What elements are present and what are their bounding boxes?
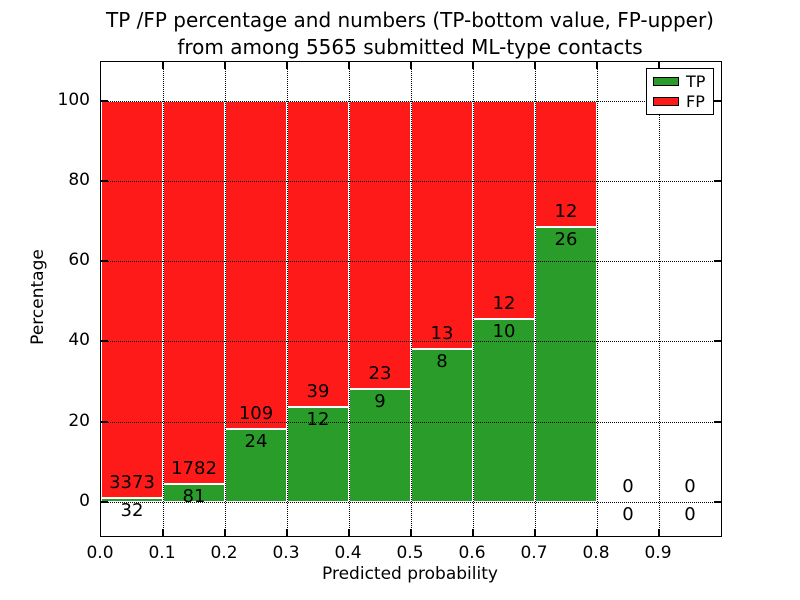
bar-label-fp: 13 (430, 322, 454, 344)
y-tick-mark (714, 500, 721, 503)
gridline-vertical (224, 62, 226, 536)
y-tick-label: 0 (79, 490, 90, 511)
bar-label-fp: 0 (622, 475, 634, 497)
gridline-vertical (348, 62, 350, 536)
x-tick-mark (224, 529, 226, 536)
y-tick-label: 100 (57, 89, 90, 110)
x-tick-mark (162, 62, 164, 69)
gridline-vertical (286, 62, 288, 536)
y-tick-mark (101, 340, 108, 343)
x-tick-mark (534, 62, 536, 69)
x-tick-label: 0.9 (644, 543, 672, 563)
x-tick-label: 0.5 (396, 543, 424, 563)
x-tick-label: 0.1 (148, 543, 176, 563)
y-tick-label: 80 (68, 169, 90, 190)
x-tick-label: 0.4 (334, 543, 362, 563)
x-tick-mark (286, 529, 288, 536)
chart-title-line2: from among 5565 submitted ML-type contac… (177, 35, 643, 59)
bar-label-tp: 24 (244, 431, 268, 453)
bar-segment-fp (287, 100, 349, 408)
bar-label-tp: 9 (374, 391, 386, 412)
x-tick-mark (410, 62, 412, 69)
legend-label: TP (686, 72, 706, 91)
gridline-vertical (534, 62, 536, 536)
y-tick-label: 60 (68, 250, 90, 271)
x-tick-mark (658, 62, 660, 69)
x-tick-mark (472, 529, 474, 536)
gridline-vertical (658, 62, 660, 536)
bar-segment-fp (349, 100, 411, 389)
bar-segment-fp (101, 100, 163, 499)
legend-label: FP (686, 92, 705, 111)
x-tick-mark (348, 529, 350, 536)
gridline-vertical (410, 62, 412, 536)
gridline-vertical (162, 62, 164, 536)
bar-segment-fp (225, 100, 287, 430)
bar-segment-tp (225, 429, 287, 502)
x-tick-mark (224, 62, 226, 69)
chart-title: TP /FP percentage and numbers (TP-bottom… (100, 7, 720, 61)
y-tick-mark (714, 99, 721, 102)
x-tick-label: 0.7 (520, 543, 548, 563)
bar-label-tp: 0 (622, 503, 634, 525)
y-tick-mark (714, 420, 721, 423)
y-tick-mark (101, 179, 108, 182)
x-tick-mark (162, 529, 164, 536)
y-tick-mark (101, 99, 108, 102)
x-tick-mark (472, 62, 474, 69)
x-tick-label: 0.3 (272, 543, 300, 563)
x-tick-label: 0.6 (458, 543, 486, 563)
bar-label-tp: 32 (120, 500, 144, 522)
x-tick-label: 0.0 (86, 543, 114, 563)
x-tick-mark (348, 62, 350, 69)
y-tick-mark (101, 420, 108, 423)
x-tick-mark (596, 529, 598, 536)
y-tick-mark (714, 179, 721, 182)
y-tick-mark (101, 500, 108, 503)
legend-swatch-fp-icon (653, 97, 679, 106)
x-tick-mark (410, 529, 412, 536)
gridline-vertical (596, 62, 598, 536)
x-tick-label: 0.2 (210, 543, 238, 563)
x-tick-mark (286, 62, 288, 69)
legend-row: TP (653, 73, 707, 90)
bar-label-tp: 8 (436, 350, 448, 372)
bar-label-tp: 26 (554, 229, 578, 251)
bar-segment-tp (473, 319, 535, 502)
y-tick-mark (714, 340, 721, 343)
bar-label-fp: 0 (684, 475, 696, 497)
bar-label-fp: 23 (368, 363, 392, 384)
y-tick-label: 40 (68, 330, 90, 351)
legend-row: FP (653, 93, 707, 110)
bar-label-fp: 3373 (109, 472, 155, 494)
bar-label-fp: 12 (492, 293, 516, 315)
bar-label-tp: 10 (492, 321, 516, 343)
y-tick-label: 20 (68, 410, 90, 431)
bar-label-tp: 0 (684, 503, 696, 525)
bar-segment-tp (535, 227, 597, 502)
plot-area: 3373 32 1782 81 109 24 39 12 23 9 13 8 12 10 12 26 0 0 0 0 (100, 61, 722, 537)
y-tick-mark (714, 260, 721, 263)
legend: TP FP (646, 68, 714, 115)
bar-label-tp: 81 (182, 486, 206, 508)
y-tick-mark (101, 260, 108, 263)
x-tick-mark (658, 529, 660, 536)
bar-segment-fp (411, 100, 473, 349)
gridline-vertical (472, 62, 474, 536)
bar-label-fp: 39 (306, 381, 330, 403)
bar-label-fp: 109 (238, 403, 274, 425)
chart-title-line1: TP /FP percentage and numbers (TP-bottom… (106, 8, 714, 32)
legend-swatch-tp-icon (653, 77, 679, 86)
bar-segment-tp (287, 407, 349, 502)
x-axis-label: Predicted probability (322, 564, 498, 584)
bar-label-fp: 12 (554, 201, 578, 223)
bar-segment-fp (163, 100, 225, 485)
x-tick-mark (596, 62, 598, 69)
bar-segment-fp (473, 100, 535, 320)
x-tick-mark (534, 529, 536, 536)
bar-label-fp: 1782 (171, 458, 217, 480)
x-tick-label: 0.8 (582, 543, 610, 563)
bar-label-tp: 12 (306, 409, 330, 431)
